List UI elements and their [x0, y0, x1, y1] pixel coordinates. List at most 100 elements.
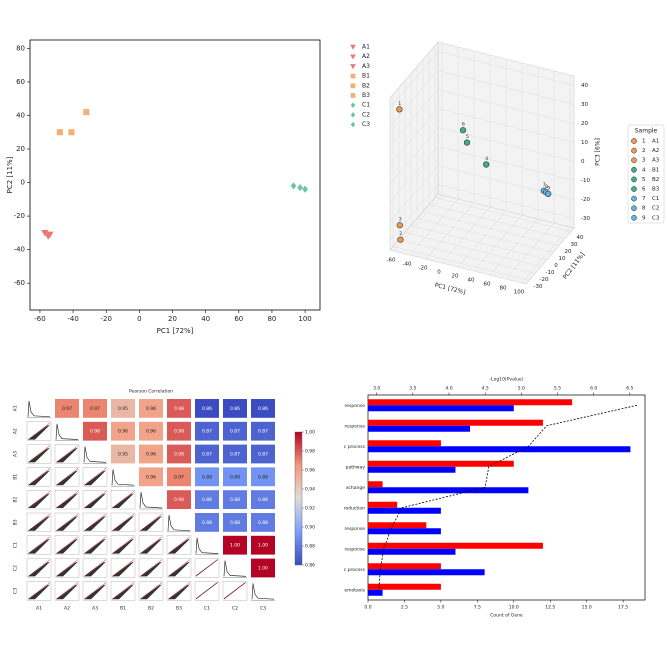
heatmap-cell: [139, 467, 163, 487]
x2-axis-label: -Log10(Pvalue): [490, 377, 524, 383]
bar: [368, 405, 514, 412]
cell-frame: [138, 558, 164, 578]
x-tick-label: 0: [437, 270, 441, 276]
fit-line: [139, 536, 163, 554]
cell-label: 0.88: [202, 497, 212, 503]
scatter-cloud: [140, 584, 162, 600]
x2-tick-label: 4.0: [445, 386, 452, 392]
cell-label: 0.89: [202, 474, 212, 480]
x-tick-label: 0: [137, 315, 141, 323]
legend-marker: [631, 138, 637, 144]
marker: [350, 73, 356, 79]
x-tick-label: 17.5: [618, 605, 628, 611]
heatmap-cell: [223, 513, 247, 532]
scatter-cloud: [28, 516, 50, 531]
grid-line: [489, 218, 539, 276]
cell-label: 0.88: [230, 520, 240, 526]
histogram-icon: [167, 514, 191, 532]
marker: [68, 129, 75, 136]
z-tick-label: 30: [581, 102, 588, 108]
colorbar-tick-label: 0.86: [305, 563, 315, 569]
grid-line: [437, 127, 575, 162]
point: [396, 222, 403, 229]
y-tick-label: -60: [14, 279, 25, 287]
grid-line: [392, 246, 530, 281]
legend-label: A2: [652, 148, 659, 154]
cell-label: 0.95: [118, 452, 128, 458]
legend-label: B2: [362, 82, 370, 89]
line: [378, 404, 638, 590]
point: [397, 236, 404, 243]
legend-marker: [631, 214, 637, 221]
cell-label: 0.87: [258, 452, 268, 458]
cell-label: 0.96: [146, 429, 156, 435]
legend-marker: [631, 147, 637, 154]
y-tick-label: -20: [14, 212, 25, 220]
scatter-cloud: [28, 470, 50, 486]
fit-line: [167, 582, 191, 600]
y-tick-label: 10: [559, 256, 566, 262]
legend-number: 9: [642, 215, 646, 221]
grid-line: [389, 165, 439, 222]
fit-line: [55, 513, 79, 531]
marker: [302, 185, 308, 193]
row-label: A3: [13, 451, 19, 457]
grid-line: [389, 70, 439, 127]
cell-label: 0.88: [202, 520, 212, 526]
x-axis-label: Count of Gene: [490, 613, 523, 619]
heatmap-cell: [139, 399, 163, 418]
x-tick-label: 0.0: [364, 605, 371, 611]
x-tick-label: 7.5: [474, 605, 481, 611]
bar: [368, 542, 543, 549]
fit-line: [111, 513, 135, 531]
histogram-icon: [139, 492, 163, 509]
y-tick-label: 0: [554, 263, 558, 269]
heatmap-cell: [251, 490, 275, 509]
x-tick-label: 10.0: [509, 605, 519, 611]
cell-label: 0.97: [62, 406, 72, 412]
marker: [350, 54, 356, 60]
heatmap-cell: [251, 513, 275, 532]
grid-line: [437, 70, 575, 105]
cell-label: 0.88: [258, 520, 268, 526]
cell-label: 0.98: [90, 429, 100, 435]
heatmap-cell: [251, 535, 275, 555]
bar: [368, 419, 543, 426]
y-tick-label: emotaxis: [344, 587, 365, 593]
fit-line: [27, 536, 51, 554]
row-label: A1: [13, 405, 19, 411]
cell-frame: [26, 558, 52, 578]
cell-label: 0.96: [146, 474, 156, 480]
bar: [368, 460, 514, 467]
heatmap-cell: [111, 421, 135, 441]
bar: [368, 563, 441, 570]
col-label: C1: [204, 606, 210, 612]
x-tick-label: -60: [34, 315, 45, 323]
z-axis-label: PC3 [6%]: [595, 138, 602, 166]
scatter-cloud: [56, 561, 78, 577]
fit-line: [111, 536, 135, 554]
grid-line: [389, 127, 439, 184]
bar: [368, 528, 441, 535]
cell-frame: [222, 581, 248, 601]
bar: [368, 487, 529, 494]
grid-line: [437, 51, 575, 86]
cell-label: 0.98: [174, 497, 184, 503]
cell-frame: [54, 490, 80, 510]
legend-label: C1: [652, 196, 659, 202]
heatmap-cell: [139, 421, 163, 441]
y-tick-label: xchange: [346, 485, 365, 491]
cell-label: 0.86: [258, 406, 268, 412]
cell-frame: [82, 535, 108, 555]
legend-number: 6: [642, 187, 646, 193]
fit-line: [83, 513, 107, 531]
legend-label: A1: [652, 139, 659, 145]
cell-label: 1.00: [258, 566, 268, 572]
legend-marker: [631, 157, 637, 164]
fit-line: [55, 491, 79, 509]
fit-line: [27, 582, 51, 600]
heatmap-cell: [223, 421, 247, 441]
row-label: C3: [13, 588, 19, 594]
heatmap-cell: [195, 444, 219, 464]
